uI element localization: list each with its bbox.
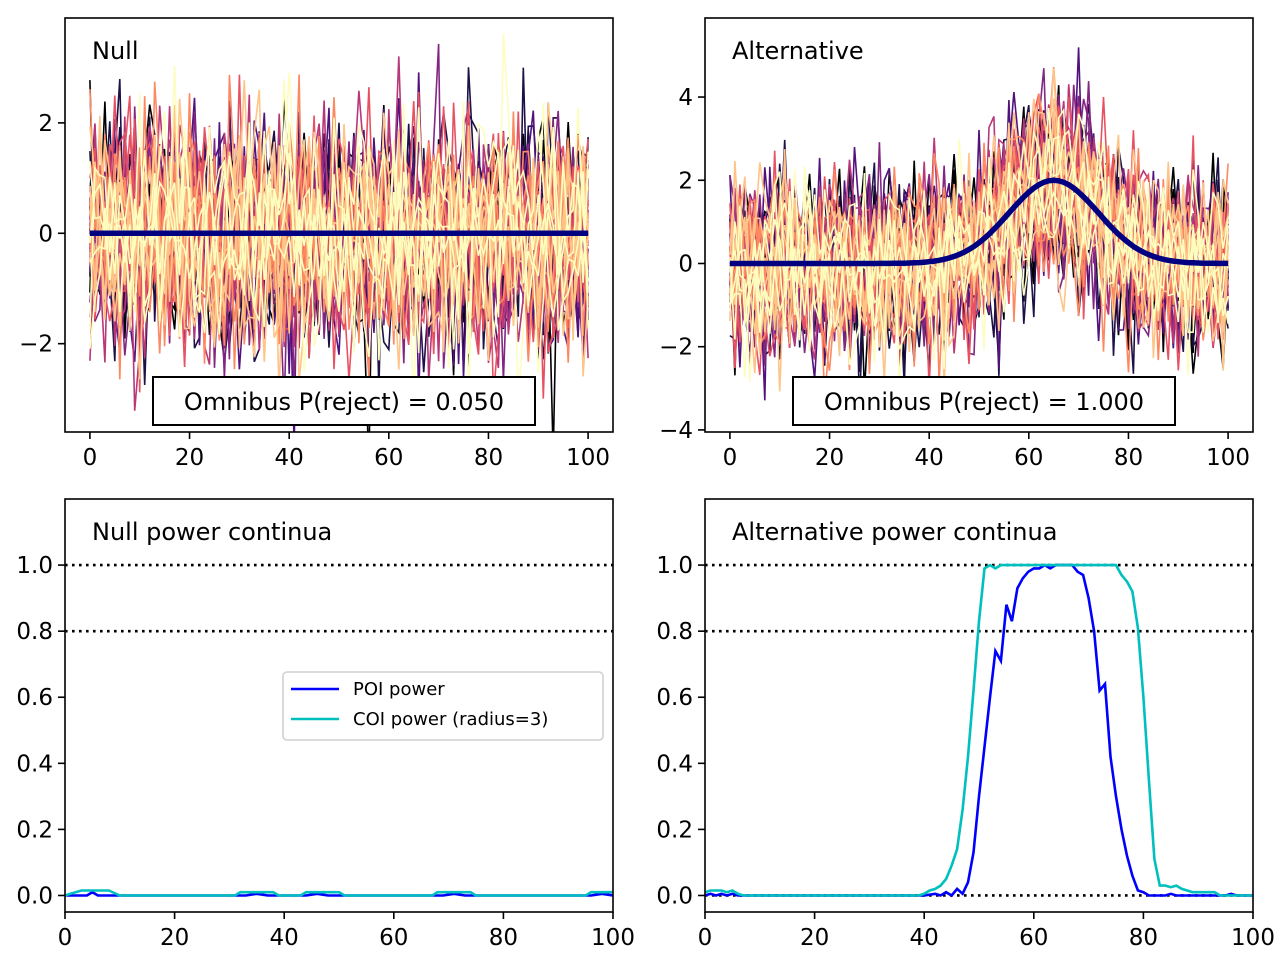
x-tick-label: 20: [800, 925, 829, 951]
axes-frame: [64, 17, 614, 433]
coi-power-line: [65, 889, 613, 897]
x-tick-label: 40: [275, 445, 304, 471]
y-tick-label: 0.6: [656, 685, 693, 711]
y-tick-label: 0.8: [656, 619, 693, 645]
omnibus-label: Omnibus P(reject) = 1.000: [824, 388, 1144, 416]
axes-frame: [64, 498, 614, 913]
coi-power-line: [705, 563, 1253, 897]
null-data-panel: 0 20 40 60 80 100 −2 0 2 Null Omnibus P(reject) = …: [19, 17, 614, 471]
panel-title: Null: [92, 37, 139, 65]
y-tick-label: −4: [659, 418, 693, 444]
x-tick-label: 40: [270, 925, 299, 951]
panel-title: Alternative power continua: [732, 518, 1057, 546]
x-tick-label: 100: [1231, 925, 1275, 951]
trace-line: [89, 104, 589, 394]
y-tick-label: 0.6: [16, 685, 53, 711]
y-tick-label: 0.0: [16, 883, 53, 909]
trace-line: [89, 33, 589, 411]
trace-line: [89, 65, 589, 368]
x-tick-label: 20: [160, 925, 189, 951]
omnibus-label: Omnibus P(reject) = 0.050: [184, 388, 504, 416]
y-tick-label: 0.4: [656, 751, 693, 777]
alt-data-panel: 0 20 40 60 80 100 −4 −2 0 2 4 Alternative Omnibus P(…: [659, 17, 1254, 471]
x-tick-label: 0: [698, 925, 713, 951]
x-tick-label: 60: [1014, 445, 1043, 471]
x-tick-label: 40: [910, 925, 939, 951]
y-tick-label: 1.0: [16, 553, 53, 579]
x-tick-label: 0: [58, 925, 73, 951]
x-tick-label: 100: [591, 925, 635, 951]
omnibus-box: [152, 376, 536, 426]
y-tick-label: 0.4: [16, 751, 53, 777]
y-tick-label: 0.2: [16, 817, 53, 843]
legend-coi-label: COI power (radius=3): [353, 709, 548, 730]
x-tick-label: 40: [915, 445, 944, 471]
y-tick-label: −2: [19, 332, 53, 358]
x-tick-label: 80: [1114, 445, 1143, 471]
y-tick-label: 0.8: [16, 619, 53, 645]
panel-title: Null power continua: [92, 518, 332, 546]
y-tick-label: 0.2: [656, 817, 693, 843]
x-tick-label: 20: [175, 445, 204, 471]
x-tick-label: 0: [723, 445, 738, 471]
plot-area: [65, 563, 613, 897]
legend-box: [282, 671, 604, 741]
y-tick-label: 2: [678, 168, 693, 194]
x-tick-label: 60: [374, 445, 403, 471]
axes-frame: [704, 17, 1254, 433]
plot-area: [729, 47, 1229, 406]
panel-title: Alternative: [732, 37, 864, 65]
x-tick-label: 80: [489, 925, 518, 951]
y-tick-label: 1.0: [656, 553, 693, 579]
trace-line: [89, 89, 589, 348]
y-tick-label: 0: [678, 251, 693, 277]
plot-area: [89, 33, 589, 432]
axes-frame: [704, 498, 1254, 913]
x-tick-label: 0: [83, 445, 98, 471]
x-tick-label: 100: [1206, 445, 1250, 471]
x-tick-label: 60: [379, 925, 408, 951]
x-tick-label: 20: [815, 445, 844, 471]
x-tick-label: 100: [566, 445, 610, 471]
y-tick-label: 0.0: [656, 883, 693, 909]
y-tick-label: 2: [38, 111, 53, 137]
omnibus-box: [792, 376, 1176, 426]
y-tick-label: −2: [659, 335, 693, 361]
x-tick-label: 60: [1019, 925, 1048, 951]
y-tick-label: 4: [678, 85, 693, 111]
legend-poi-label: POI power: [353, 679, 445, 700]
x-tick-label: 80: [474, 445, 503, 471]
mean-line: [729, 177, 1229, 267]
alt-power-panel: 0 20 40 60 80 100 0.0 0.2 0.4 0.6 0.8 1.0 Alternativ…: [656, 498, 1275, 951]
y-tick-label: 0: [38, 221, 53, 247]
null-power-panel: 0 20 40 60 80 100 0.0 0.2 0.4 0.6 0.8 1.0 Null power…: [16, 498, 635, 951]
plot-area: [705, 563, 1253, 898]
trace-line: [89, 93, 589, 404]
x-tick-label: 80: [1129, 925, 1158, 951]
